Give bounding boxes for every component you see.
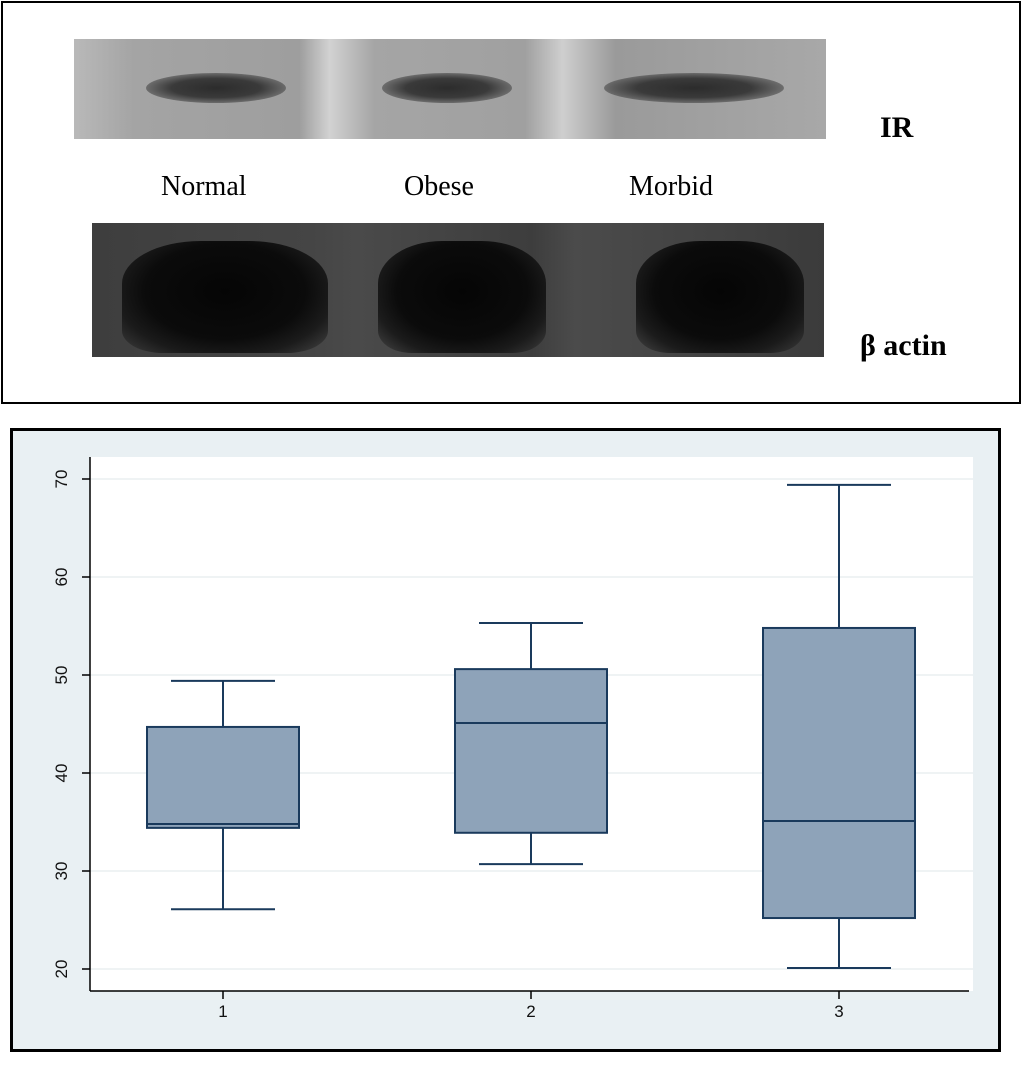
box-3-iqr	[762, 626, 916, 920]
actin-blot-strip	[92, 223, 824, 357]
box-plot-panel: 20 30 40 50 60 70 1 2 3	[10, 428, 1001, 1052]
protein-label-beta-actin: β actin	[860, 329, 947, 362]
lane-label-morbid: Morbid	[629, 171, 713, 202]
actin-band-normal	[122, 241, 328, 353]
lane-label-obese: Obese	[404, 171, 474, 202]
y-tick-label-50: 50	[52, 666, 71, 685]
x-tick-label-3: 3	[834, 1002, 843, 1021]
y-tick-label-40: 40	[52, 764, 71, 783]
actin-band-morbid	[636, 241, 804, 353]
ir-band-normal	[146, 73, 286, 103]
protein-label-ir: IR	[880, 111, 914, 144]
western-blot-panel: Normal Obese Morbid IR β actin	[1, 1, 1021, 404]
y-tick-label-60: 60	[52, 568, 71, 587]
box-plot-chart: 20 30 40 50 60 70 1 2 3	[13, 431, 998, 1049]
lane-label-normal: Normal	[161, 171, 247, 202]
y-tick-label-30: 30	[52, 862, 71, 881]
x-tick-label-1: 1	[218, 1002, 227, 1021]
ir-band-morbid	[604, 73, 784, 103]
ir-band-obese	[382, 73, 512, 103]
y-tick-label-70: 70	[52, 470, 71, 489]
box-1-iqr	[146, 725, 300, 829]
x-tick-label-2: 2	[526, 1002, 535, 1021]
ir-blot-strip	[74, 39, 826, 139]
y-tick-label-20: 20	[52, 960, 71, 979]
actin-band-obese	[378, 241, 546, 353]
box-2-iqr	[454, 668, 608, 834]
